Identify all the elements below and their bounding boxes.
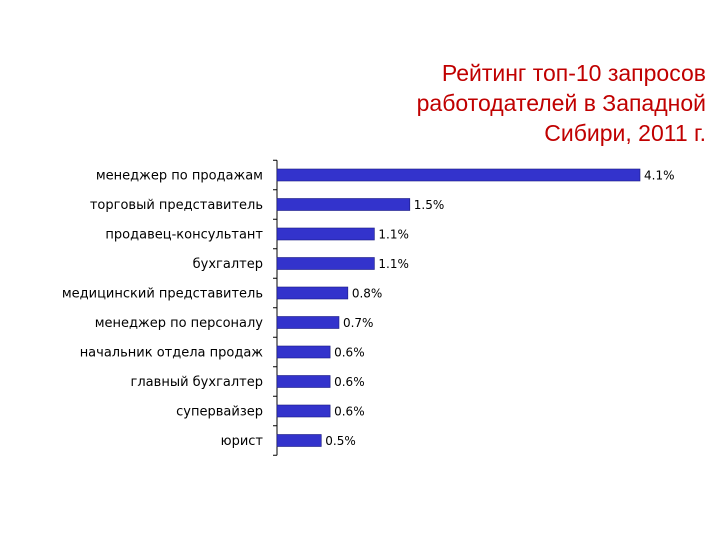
data-label: 0.6% bbox=[334, 375, 365, 389]
chart-title-line: Рейтинг топ-10 запросов bbox=[441, 60, 706, 86]
data-label: 0.7% bbox=[343, 316, 374, 330]
category-label: бухгалтер bbox=[193, 257, 263, 272]
data-label: 1.5% bbox=[414, 198, 445, 212]
category-label: менеджер по продажам bbox=[96, 169, 263, 184]
bar bbox=[276, 286, 349, 300]
bar bbox=[276, 168, 641, 182]
data-label: 1.1% bbox=[378, 257, 409, 271]
category-label: юрист bbox=[221, 434, 264, 449]
data-label: 0.6% bbox=[334, 405, 365, 419]
category-label: торговый представитель bbox=[90, 198, 263, 213]
category-label: менеджер по персоналу bbox=[95, 316, 264, 331]
bar bbox=[276, 257, 375, 270]
bar bbox=[276, 404, 331, 418]
category-label: медицинский представитель bbox=[62, 287, 263, 302]
bar bbox=[276, 198, 411, 211]
bar bbox=[276, 227, 375, 241]
bar bbox=[276, 316, 340, 329]
data-label: 0.6% bbox=[334, 346, 365, 360]
bar bbox=[276, 345, 331, 359]
category-label: супервайзер bbox=[176, 405, 263, 420]
bar bbox=[276, 434, 322, 447]
data-label: 4.1% bbox=[644, 169, 675, 183]
chart-title: Рейтинг топ-10 запросов работодателей в … bbox=[366, 58, 706, 148]
data-label: 0.8% bbox=[352, 287, 383, 301]
chart-title-line: Сибири, 2011 г. bbox=[544, 120, 706, 146]
category-label: продавец-консультант bbox=[105, 228, 263, 243]
data-label: 1.1% bbox=[378, 228, 409, 242]
bar bbox=[276, 375, 331, 388]
category-label: начальник отдела продаж bbox=[80, 346, 264, 361]
category-label: главный бухгалтер bbox=[131, 375, 263, 390]
data-label: 0.5% bbox=[325, 434, 356, 448]
chart-title-line: работодателей в Западной bbox=[416, 90, 706, 116]
